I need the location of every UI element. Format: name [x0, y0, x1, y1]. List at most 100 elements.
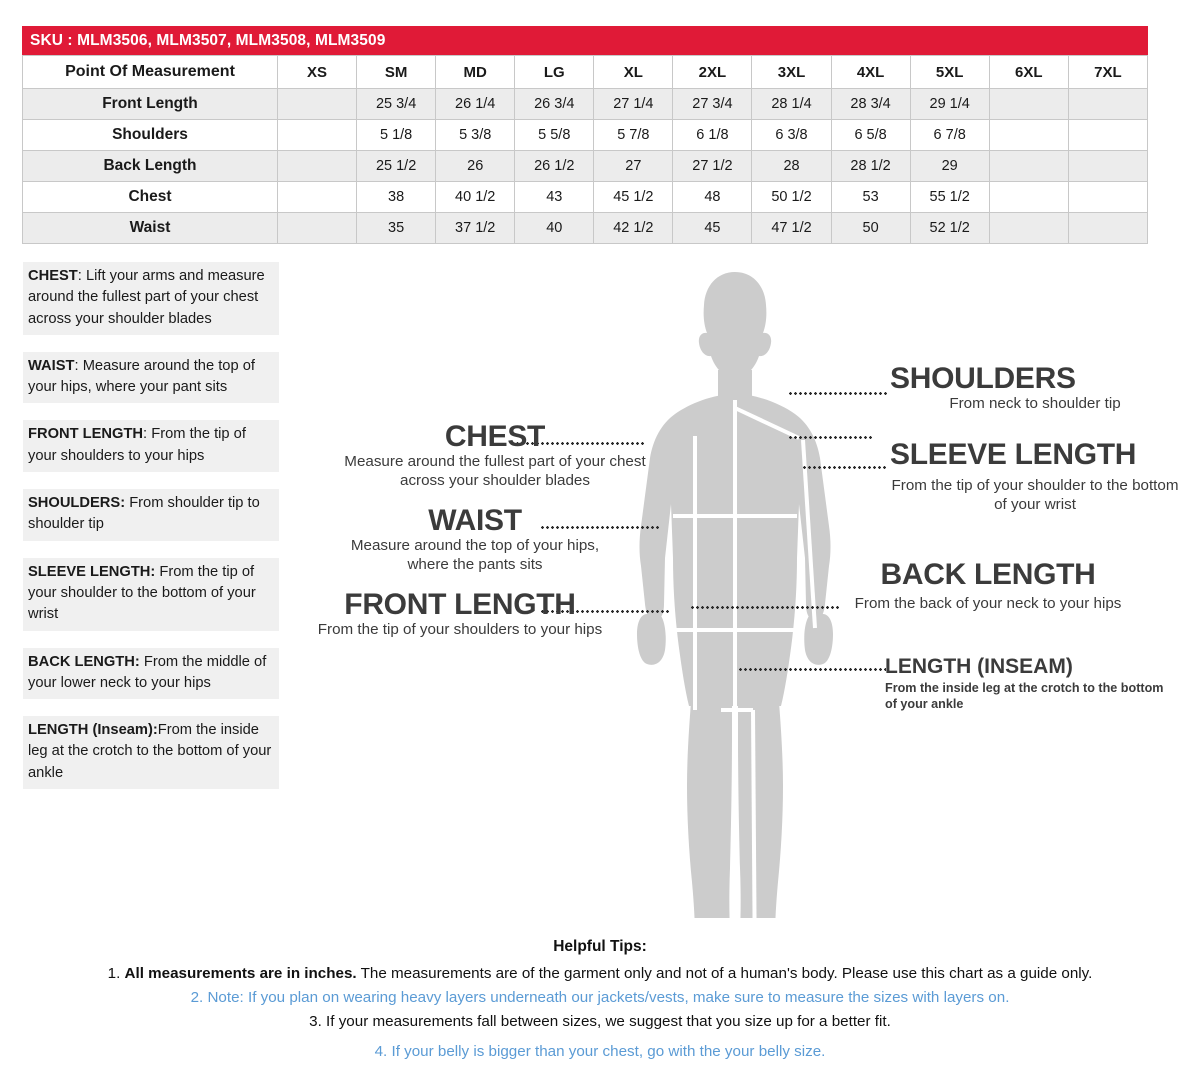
table-cell: 52 1/2: [909, 212, 990, 245]
definition-spacer: [23, 403, 279, 420]
column-header-xl: XL: [593, 55, 674, 90]
table-cell: [1067, 119, 1149, 152]
table-cell: 28 3/4: [830, 88, 911, 121]
column-header-lg: LG: [514, 55, 595, 90]
table-cell: 47 1/2: [751, 212, 832, 245]
table-cell: 6 7/8: [909, 119, 990, 152]
table-cell: 27 1/4: [593, 88, 674, 121]
diagram-label-inseam: LENGTH (INSEAM) From the inside leg at t…: [885, 656, 1175, 712]
column-header-xs: XS: [276, 55, 358, 90]
column-header-sm: SM: [356, 55, 437, 90]
table-cell: 29 1/4: [909, 88, 990, 121]
diagram-label-waist-title: WAIST: [428, 504, 522, 537]
table-cell: 43: [514, 181, 595, 214]
table-cell: 6 1/8: [672, 119, 753, 152]
table-cell: [1067, 181, 1149, 214]
table-cell: 27 3/4: [672, 88, 753, 121]
leader-line-shoulders: [788, 392, 888, 395]
table-cell: 26: [435, 150, 516, 183]
table-cell: [1067, 212, 1149, 245]
helpful-tip-1-rest: The measurements are of the garment only…: [356, 965, 1093, 982]
row-label-shoulders: Shoulders: [22, 119, 278, 152]
table-cell: 26 1/2: [514, 150, 595, 183]
table-cell: 27 1/2: [672, 150, 753, 183]
table-cell: 50: [830, 212, 911, 245]
definition-block: CHEST: Lift your arms and measure around…: [23, 262, 279, 335]
definition-block: LENGTH (Inseam):From the inside leg at t…: [23, 716, 279, 790]
definition-spacer: [23, 631, 279, 648]
table-cell: [988, 88, 1069, 121]
table-cell: 5 3/8: [435, 119, 516, 152]
table-cell: [276, 212, 358, 245]
size-chart-section: SKU : MLM3506, MLM3507, MLM3508, MLM3509…: [22, 26, 1149, 245]
diagram-label-inseam-title: LENGTH (INSEAM): [885, 655, 1073, 678]
diagram-label-chest-title: CHEST: [444, 420, 546, 453]
diagram-label-back-length-title: BACK LENGTH: [880, 558, 1096, 591]
table-cell: 45: [672, 212, 753, 245]
helpful-tips-heading: Helpful Tips:: [553, 938, 647, 955]
table-cell: 28: [751, 150, 832, 183]
definition-term: BACK LENGTH:: [28, 653, 140, 670]
definition-text: Lift your arms and measure around the fu…: [28, 268, 265, 327]
table-cell: 40 1/2: [435, 181, 516, 214]
definition-spacer: [23, 541, 279, 558]
leader-line-sleeve-length: [802, 466, 888, 469]
table-cell: [1067, 150, 1149, 183]
diagram-label-back-length-sub: From the back of your neck to your hips: [854, 595, 1122, 612]
definition-term: CHEST: [28, 268, 78, 284]
definition-separator: :: [77, 268, 82, 284]
diagram-label-inseam-sub: From the inside leg at the crotch to the…: [885, 681, 1164, 711]
definition-text: From the middle of your lower neck to yo…: [28, 653, 267, 691]
column-header-5xl: 5XL: [909, 55, 990, 90]
definition-term: SLEEVE LENGTH:: [28, 563, 156, 580]
table-cell: [988, 150, 1069, 183]
leader-line-back-length: [690, 606, 840, 609]
helpful-tip-1: 1. All measurements are in inches. The m…: [0, 962, 1200, 986]
definition-term: SHOULDERS:: [28, 495, 126, 512]
table-cell: 29: [909, 150, 990, 183]
table-cell: 53: [830, 181, 911, 214]
measurement-diagram: CHEST Measure around the fullest part of…: [290, 258, 1180, 918]
table-cell: [988, 181, 1069, 214]
diagram-label-front-length-title: FRONT LENGTH: [344, 588, 576, 621]
column-header-7xl: 7XL: [1067, 55, 1149, 90]
diagram-label-sleeve-length: SLEEVE LENGTH From the tip of your shoul…: [890, 440, 1180, 514]
table-cell: 6 5/8: [830, 119, 911, 152]
helpful-tip-4: 4. If your belly is bigger than your che…: [374, 1043, 826, 1060]
diagram-label-back-length: BACK LENGTH From the back of your neck t…: [838, 560, 1138, 613]
table-cell: 28 1/2: [830, 150, 911, 183]
table-cell: [988, 119, 1069, 152]
table-row: Front Length 25 3/4 26 1/4 26 3/4 27 1/4 27 3…: [22, 88, 1149, 121]
row-label-front-length: Front Length: [22, 88, 278, 121]
helpful-tip-2: 2. Note: If you plan on wearing heavy la…: [190, 989, 1010, 1006]
table-cell: 40: [514, 212, 595, 245]
column-header-md: MD: [435, 55, 516, 90]
diagram-label-shoulders-title: SHOULDERS: [890, 362, 1076, 395]
definition-text: Measure around the top of your hips, whe…: [28, 357, 255, 396]
row-label-back-length: Back Length: [22, 150, 278, 183]
leader-line-waist: [540, 526, 660, 529]
definition-term: LENGTH (Inseam):: [28, 722, 158, 739]
definition-text: From the tip of your shoulder to the bot…: [28, 563, 256, 623]
leader-line-inseam: [738, 668, 886, 671]
table-row: Chest 38 40 1/2 43 45 1/2 48 50 1/2 53 55 1/2: [22, 181, 1149, 214]
helpful-tip-1-number: 1.: [107, 965, 125, 982]
table-cell: [276, 181, 358, 214]
definition-separator: :: [143, 426, 148, 443]
definition-text: From shoulder tip to shoulder tip: [28, 495, 260, 533]
table-cell: 25 1/2: [356, 150, 437, 183]
diagram-label-waist: WAIST Measure around the top of your hip…: [330, 506, 620, 574]
size-table: Point Of Measurement XS SM MD LG XL 2XL …: [22, 55, 1149, 245]
measurement-definitions-list: CHEST: Lift your arms and measure around…: [23, 262, 279, 790]
definition-block: SLEEVE LENGTH: From the tip of your shou…: [23, 557, 279, 631]
table-cell: 5 7/8: [593, 119, 674, 152]
diagram-label-chest-sub: Measure around the fullest part of your …: [344, 453, 646, 489]
sku-banner: SKU : MLM3506, MLM3507, MLM3508, MLM3509: [22, 26, 1148, 56]
column-header-2xl: 2XL: [672, 55, 753, 90]
table-cell: 26 3/4: [514, 88, 595, 121]
row-label-waist: Waist: [22, 212, 278, 245]
table-cell: 26 1/4: [435, 88, 516, 121]
definition-block: FRONT LENGTH: From the tip of your shoul…: [23, 420, 279, 473]
diagram-label-sleeve-length-sub: From the tip of your shoulder to the bot…: [891, 477, 1179, 513]
table-cell: 50 1/2: [751, 181, 832, 214]
